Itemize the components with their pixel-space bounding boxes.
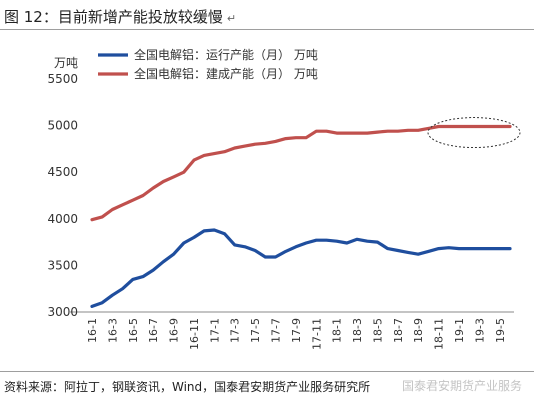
source-note: 资料来源：阿拉丁，钢联资讯，Wind，国泰君安期货产业服务研究所 [4, 380, 371, 394]
x-tick-label: 19-5 [494, 318, 507, 343]
x-tick-label: 17-11 [310, 318, 323, 350]
y-tick-label: 4500 [47, 165, 78, 179]
legend-label: 全国电解铝：建成产能（月） 万吨 [134, 66, 318, 81]
x-tick-label: 17-5 [249, 318, 262, 343]
x-tick-label: 17-1 [208, 318, 221, 343]
x-tick-label: 18-3 [351, 318, 364, 343]
y-tick-label: 3000 [47, 305, 78, 319]
series-line-operating-capacity [90, 228, 512, 308]
x-tick-label: 18-11 [433, 318, 446, 350]
x-tick-label: 16-1 [86, 318, 99, 343]
figure-title: 图 12：目前新增产能投放较缓慢 ↵ [4, 6, 236, 27]
x-tick-label: 17-3 [229, 318, 242, 343]
x-tick-label: 19-3 [473, 318, 486, 343]
x-tick-label: 18-9 [412, 318, 425, 343]
return-mark-icon: ↵ [226, 12, 237, 25]
y-tick-label: 5000 [47, 119, 78, 133]
y-axis-label: 万吨 [54, 56, 78, 70]
y-tick-label: 3500 [47, 258, 78, 272]
x-tick-label: 17-9 [290, 318, 303, 343]
x-tick-label: 18-5 [371, 318, 384, 343]
x-tick-label: 17-7 [270, 318, 283, 343]
x-tick-label: 16-7 [147, 318, 160, 343]
x-tick-label: 16-5 [127, 318, 140, 343]
legend-label: 全国电解铝：运行产能（月） 万吨 [134, 47, 318, 62]
y-tick-label: 4000 [47, 212, 78, 226]
figure-title-text: 图 12：目前新增产能投放较缓慢 [4, 8, 223, 26]
x-tick-label: 18-7 [392, 318, 405, 343]
title-rule [0, 29, 534, 30]
x-tick-label: 16-9 [168, 318, 181, 343]
watermark: 国泰君安期货产业服务 [401, 379, 522, 393]
annotation-ellipse [427, 117, 521, 149]
x-tick-label: 16-3 [106, 318, 119, 343]
source-rule [0, 371, 534, 372]
x-tick-label: 16-11 [188, 318, 201, 350]
x-tick-label: 19-1 [453, 318, 466, 343]
y-tick-label: 5500 [47, 72, 78, 86]
series-line-built-capacity [90, 124, 512, 222]
x-tick-label: 18-1 [331, 318, 344, 343]
